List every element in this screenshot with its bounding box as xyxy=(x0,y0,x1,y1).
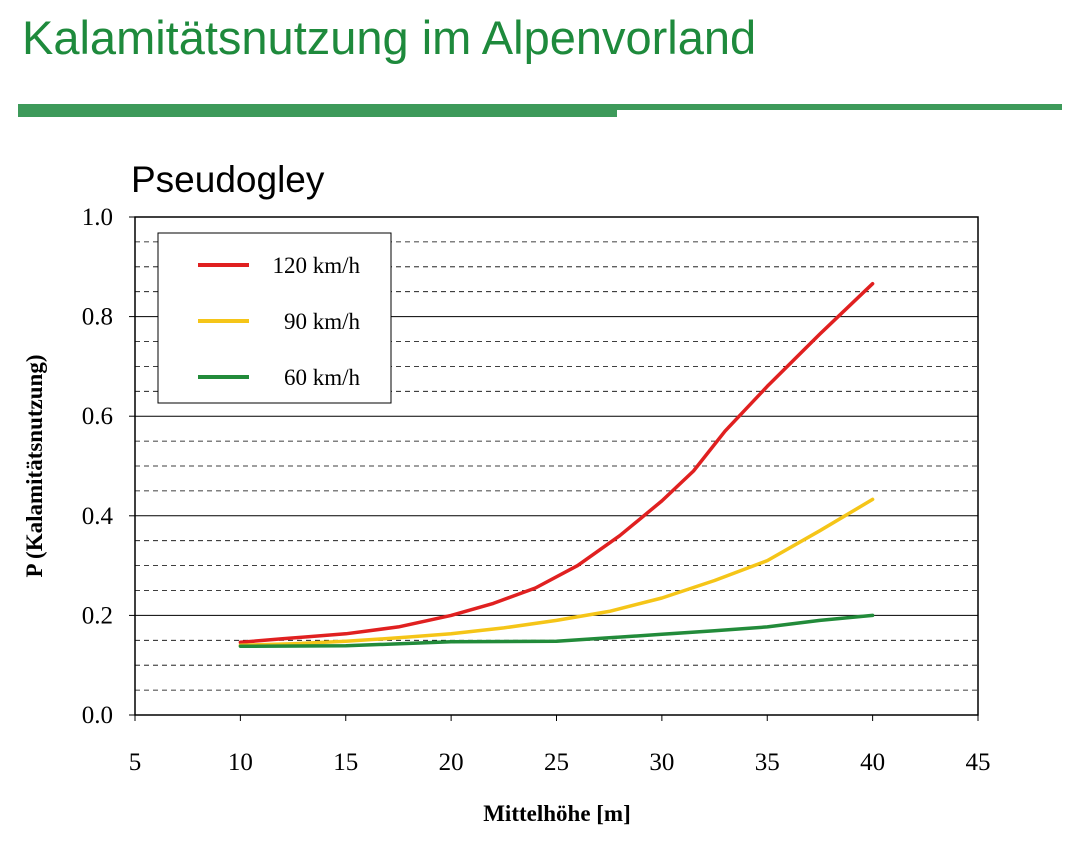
x-tick-label: 10 xyxy=(228,749,253,776)
y-tick-label: 0.0 xyxy=(82,702,113,729)
y-tick-label: 1.0 xyxy=(82,204,113,231)
title-underline-thick xyxy=(18,104,617,117)
y-tick-label: 0.6 xyxy=(82,403,113,430)
chart-title: Pseudogley xyxy=(131,159,325,200)
legend: 120 km/h 90 km/h 60 km/h xyxy=(157,232,392,404)
y-tick-label: 0.2 xyxy=(82,602,113,629)
x-tick-label: 15 xyxy=(333,749,358,776)
x-tick-label: 35 xyxy=(755,749,780,776)
x-tick-label: 20 xyxy=(439,749,464,776)
legend-label-1: 120 km/h xyxy=(272,253,360,278)
series-line-1 xyxy=(238,281,875,645)
legend-label-3: 60 km/h xyxy=(284,365,361,390)
legend-label-2: 90 km/h xyxy=(284,309,361,334)
y-tick-label: 0.8 xyxy=(82,304,113,331)
title-underline-thin xyxy=(617,104,1062,110)
slide-title: Kalamitätsnutzung im Alpenvorland xyxy=(22,11,757,64)
x-tick-label: 30 xyxy=(649,749,674,776)
x-axis-ticks: 5 10 15 20 25 30 35 40 45 xyxy=(129,715,991,776)
series-line-2 xyxy=(238,497,875,648)
x-axis-label: Mittelhöhe [m] xyxy=(483,801,631,826)
x-tick-label: 40 xyxy=(860,749,885,776)
series-lines xyxy=(238,281,875,649)
y-axis-ticks: 0.0 0.2 0.4 0.6 0.8 1.0 xyxy=(82,204,135,729)
x-tick-label: 45 xyxy=(966,749,991,776)
legend-box xyxy=(157,232,392,404)
series-line-3 xyxy=(238,613,875,649)
y-axis-label: P (Kalamitätsnutzung) xyxy=(22,355,47,578)
x-tick-label: 5 xyxy=(129,749,142,776)
y-tick-label: 0.4 xyxy=(82,503,114,530)
x-tick-label: 25 xyxy=(544,749,569,776)
